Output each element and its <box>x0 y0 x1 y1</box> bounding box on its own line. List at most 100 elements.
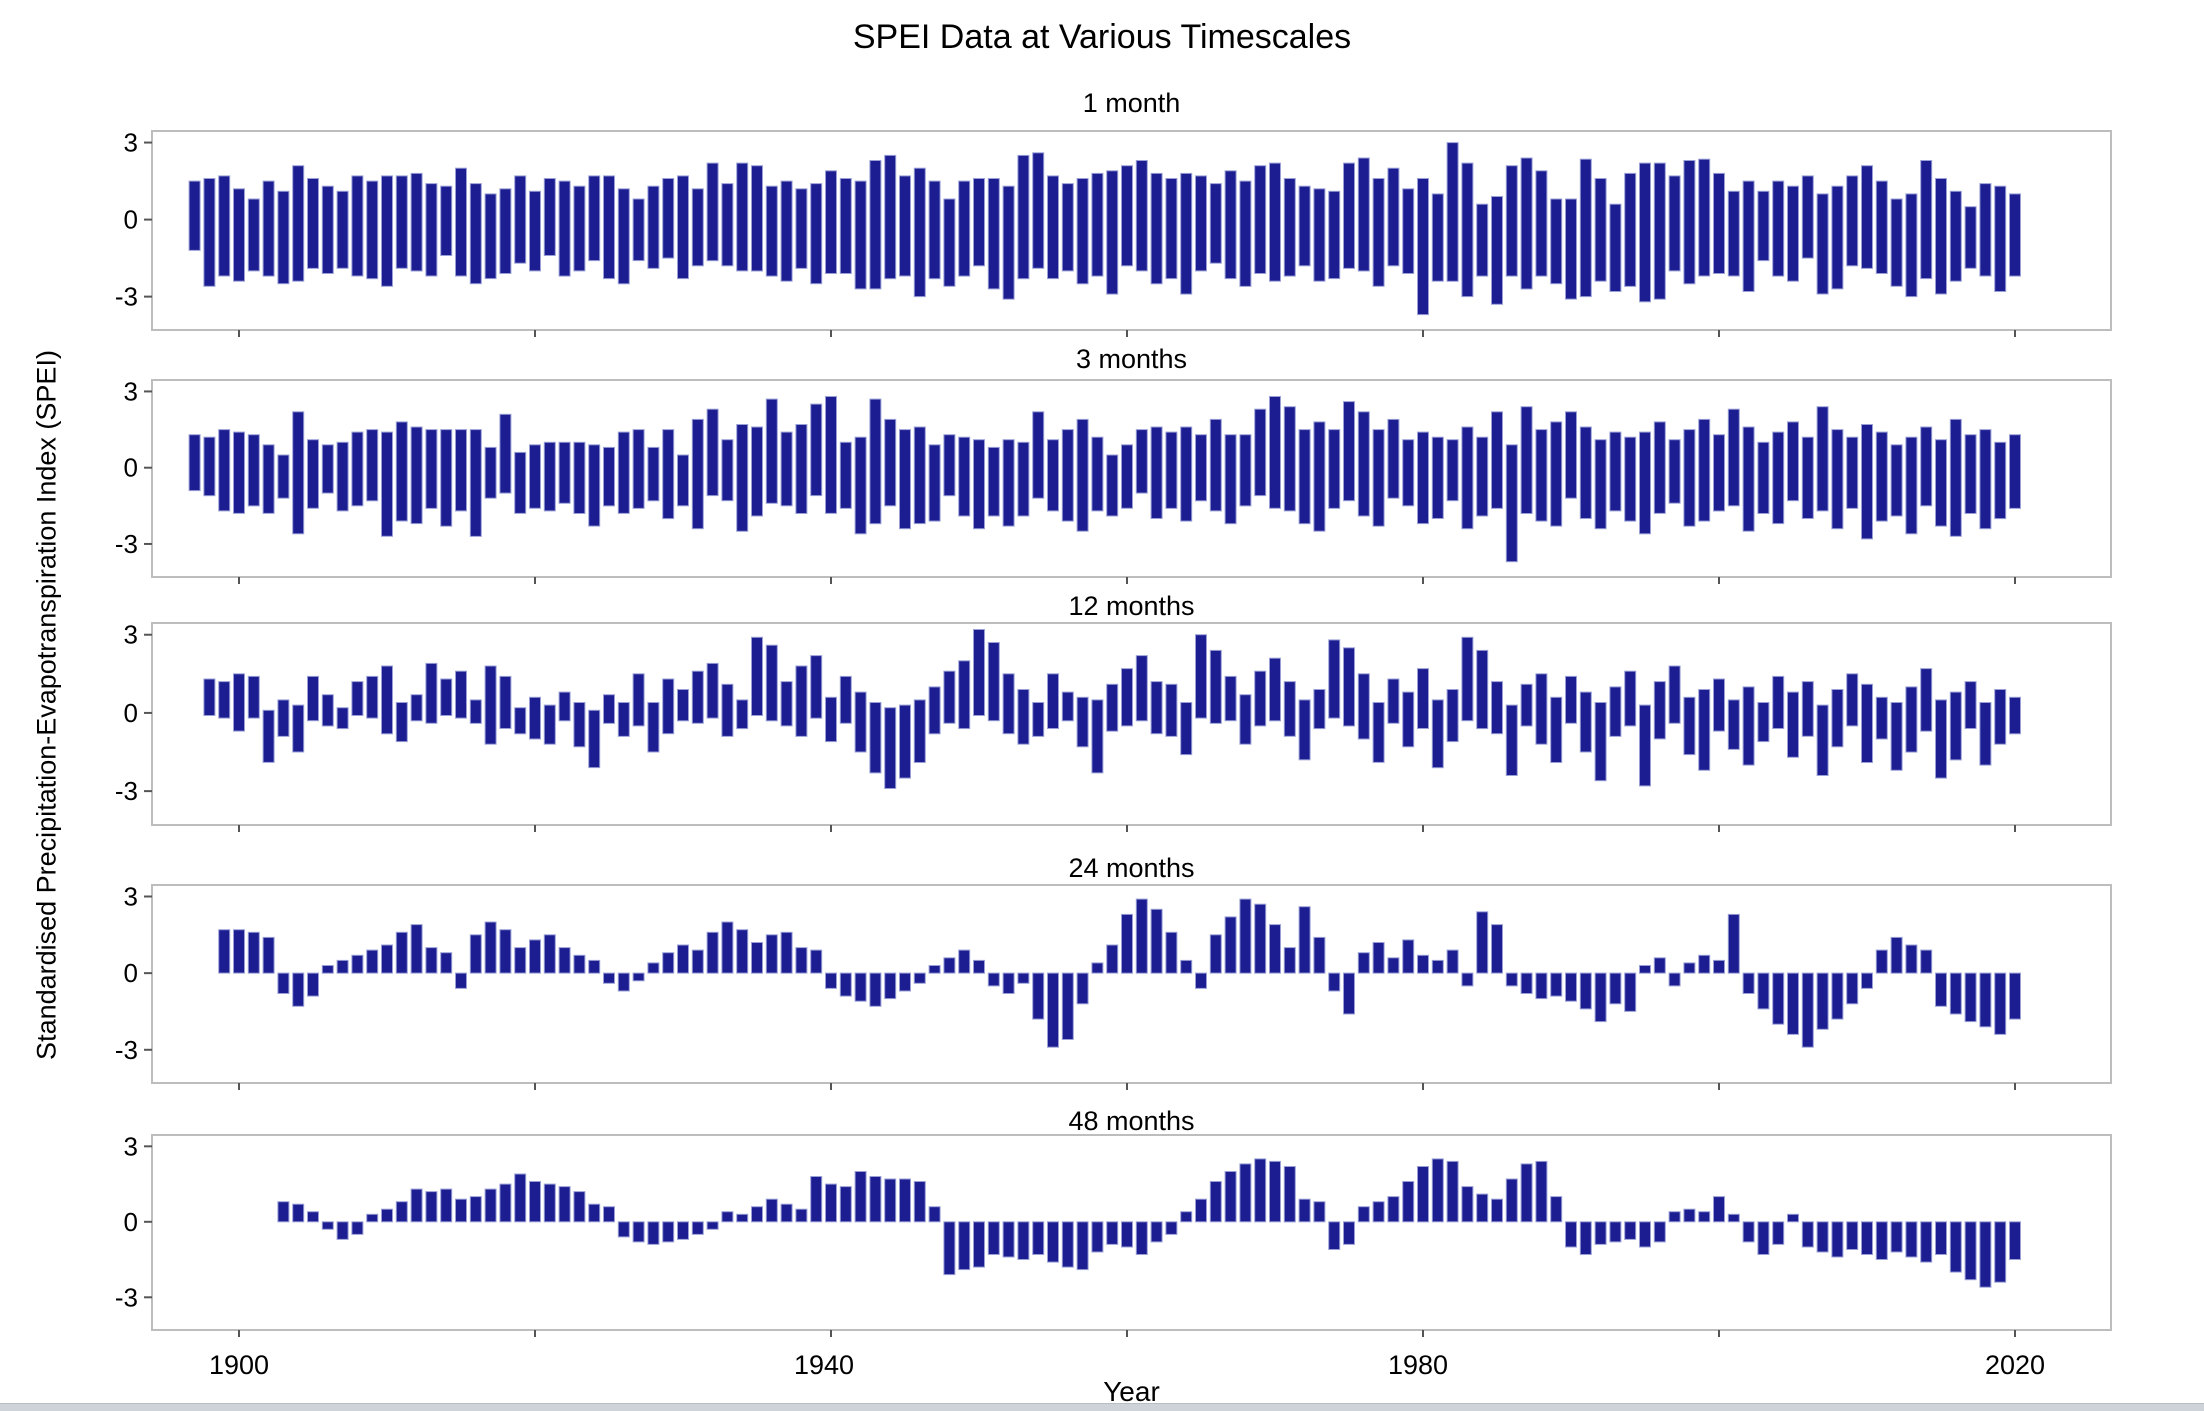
bar <box>1357 673 1370 740</box>
bar <box>1150 908 1163 974</box>
bar <box>1890 702 1903 771</box>
bar <box>351 681 364 716</box>
bar <box>1964 1221 1977 1281</box>
bar <box>1135 429 1148 494</box>
bar <box>1402 939 1415 974</box>
bar <box>1875 949 1888 974</box>
bar <box>1032 702 1045 737</box>
bar <box>1831 429 1844 530</box>
figure-title: SPEI Data at Various Timescales <box>852 18 1352 56</box>
bar <box>558 947 571 974</box>
bar <box>662 429 675 520</box>
bar <box>381 665 393 735</box>
bar <box>1905 686 1918 753</box>
bar <box>928 444 941 522</box>
bar <box>1313 936 1326 974</box>
bar <box>395 175 408 269</box>
bar <box>1624 670 1637 727</box>
bar <box>1446 689 1459 743</box>
bar <box>1283 1166 1296 1223</box>
y-tick-label: 0 <box>124 1207 138 1237</box>
bar <box>1313 421 1326 532</box>
bar <box>1387 1196 1400 1223</box>
bar <box>1343 401 1355 502</box>
bar <box>662 952 675 974</box>
bar <box>721 683 734 737</box>
bar <box>1609 1221 1622 1243</box>
bar <box>617 431 630 514</box>
bar <box>795 188 808 269</box>
bar <box>899 175 911 277</box>
bar <box>1121 913 1133 974</box>
bar <box>484 193 497 280</box>
bar <box>514 175 527 264</box>
bar <box>1002 1221 1015 1258</box>
bar <box>1047 673 1059 729</box>
panel-title-24-months: 24 months <box>1068 853 1195 883</box>
bar <box>1491 1198 1503 1223</box>
bar <box>514 451 527 514</box>
bar <box>854 180 867 290</box>
bar <box>884 154 897 280</box>
bar <box>1254 1158 1267 1223</box>
bar <box>1239 898 1252 974</box>
bar <box>1713 678 1725 732</box>
bar <box>1372 178 1385 287</box>
bar <box>1476 649 1489 730</box>
bar <box>1076 178 1089 285</box>
bar <box>1535 170 1548 277</box>
bar <box>203 178 216 287</box>
bar <box>647 446 660 502</box>
y-tick-label: 3 <box>124 881 138 911</box>
bar <box>1387 167 1400 267</box>
bar <box>1565 1221 1577 1248</box>
bar <box>899 429 911 530</box>
bar <box>943 434 956 497</box>
bar <box>1920 426 1933 507</box>
bar <box>1757 1221 1770 1256</box>
bar <box>1979 1221 1992 1288</box>
bar <box>839 972 852 997</box>
bar <box>410 426 423 525</box>
bar <box>247 675 260 719</box>
bar <box>277 699 290 737</box>
bar <box>987 972 1000 987</box>
bar <box>1565 411 1577 499</box>
bar <box>1357 1206 1370 1223</box>
bar <box>321 1221 334 1230</box>
bar <box>1002 673 1015 735</box>
bar <box>1224 434 1237 525</box>
bar <box>366 675 379 719</box>
bar <box>1905 1221 1918 1258</box>
bar <box>218 929 231 974</box>
bar <box>499 675 512 730</box>
bar <box>1357 952 1370 974</box>
bar <box>825 170 837 274</box>
bar <box>233 188 245 282</box>
bar <box>1135 1221 1148 1256</box>
bar <box>203 678 216 716</box>
bar <box>987 446 1000 517</box>
bar <box>247 434 260 507</box>
bar <box>869 1176 882 1223</box>
bar <box>1417 954 1429 974</box>
bar <box>1565 198 1577 300</box>
bar <box>1505 165 1518 277</box>
bar <box>1742 426 1755 532</box>
bar <box>1550 972 1563 997</box>
bar <box>1106 1221 1119 1245</box>
bar <box>1935 699 1947 779</box>
bar <box>913 167 926 298</box>
bar <box>706 931 719 974</box>
bar <box>514 1173 527 1223</box>
bar <box>958 1221 971 1271</box>
bar <box>1683 962 1696 974</box>
bar <box>1964 434 1977 515</box>
bar <box>1994 1221 2007 1283</box>
bar <box>440 952 453 974</box>
bar <box>514 947 527 974</box>
bar <box>440 185 453 256</box>
bar <box>1402 439 1415 507</box>
bar <box>1343 647 1355 727</box>
bar <box>736 162 749 272</box>
